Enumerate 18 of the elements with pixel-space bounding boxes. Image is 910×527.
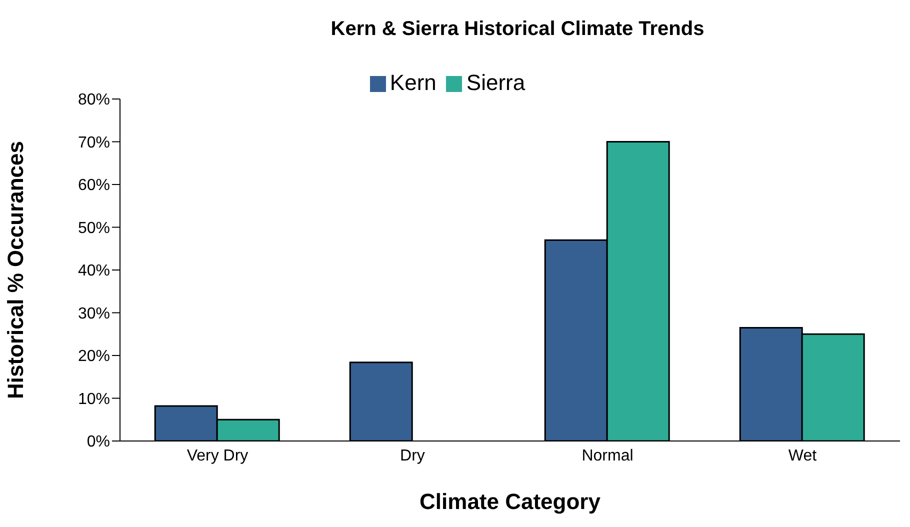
y-tick-label: 10%	[78, 390, 110, 408]
legend-label: Kern	[390, 70, 436, 95]
x-tick-label: Dry	[400, 447, 425, 464]
legend-label: Sierra	[466, 70, 526, 95]
y-tick-label: 80%	[78, 92, 110, 109]
chart-title: Kern & Sierra Historical Climate Trends	[330, 18, 706, 41]
y-tick-label: 70%	[78, 134, 110, 152]
y-tick-label: 60%	[78, 177, 110, 194]
y-tick-label: 30%	[78, 305, 110, 322]
y-tick-label: 50%	[78, 220, 110, 237]
y-tick-label: 20%	[78, 348, 110, 366]
y-axis-title: Historical % Occurances	[2, 140, 28, 400]
x-tick-label: Normal	[582, 447, 634, 464]
x-tick-label: Wet	[788, 447, 818, 464]
y-tick-label: 0%	[86, 434, 110, 451]
x-axis-title: Climate Category	[420, 489, 602, 514]
y-tick-label: 40%	[78, 262, 110, 280]
x-tick-label: Very Dry	[186, 447, 248, 464]
